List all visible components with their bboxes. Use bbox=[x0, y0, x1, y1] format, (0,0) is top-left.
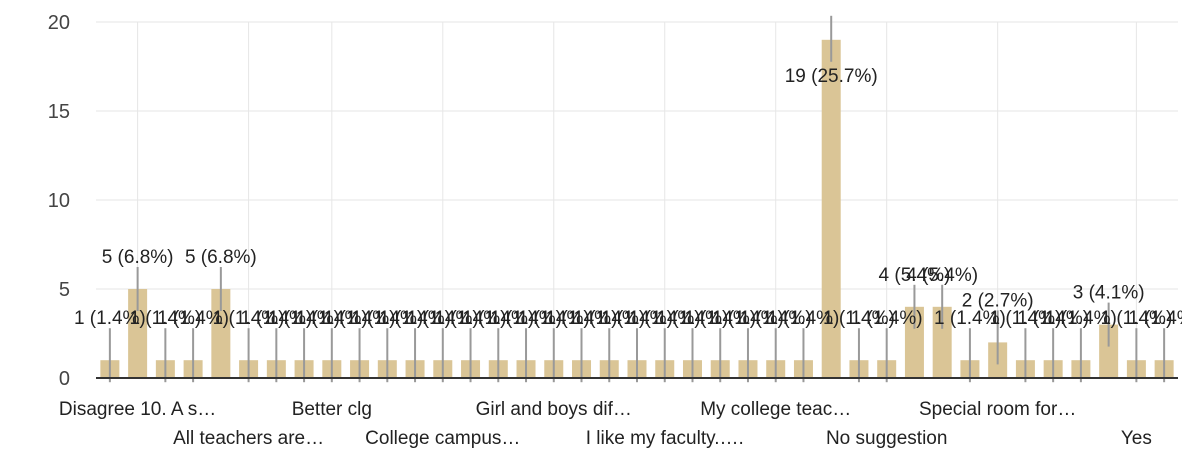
data-label: 1 (1.4%) bbox=[462, 308, 534, 329]
data-label: 1 (1.4%) bbox=[712, 308, 784, 329]
data-label: 1 (1.4%) bbox=[518, 308, 590, 329]
data-label: 1 (1.4%) bbox=[379, 308, 451, 329]
data-label: 1 (1.4%) bbox=[490, 308, 562, 329]
data-label: 1 (1.4%) bbox=[296, 308, 368, 329]
data-label: 1 (1.4%) bbox=[129, 308, 201, 329]
data-label: 1 (1.4%) bbox=[601, 308, 673, 329]
data-label: 1 (1.4%) bbox=[74, 308, 146, 329]
bar bbox=[932, 306, 952, 378]
bar bbox=[904, 306, 924, 378]
data-label: 1 (1.4%) bbox=[657, 308, 729, 329]
data-label: 1 (1.4%) bbox=[990, 308, 1062, 329]
data-label: 5 (6.8%) bbox=[102, 247, 174, 268]
gridlines bbox=[96, 21, 1178, 378]
x-tick-label: All teachers are… bbox=[173, 428, 324, 449]
data-label: 1 (1.4%) bbox=[768, 308, 840, 329]
data-label: 1 (1.4%) bbox=[157, 308, 229, 329]
y-tick-label: 15 bbox=[48, 101, 70, 123]
y-tick-label: 0 bbox=[59, 368, 70, 390]
data-label: 1 (1.4%) bbox=[684, 308, 756, 329]
x-tick-label: I like my faculty.…. bbox=[586, 428, 744, 449]
x-axis-ticks: Disagree 10. A s… All teachers are… Better… bbox=[59, 399, 1152, 449]
data-label: 19 (25.7%) bbox=[785, 66, 878, 87]
data-label: 1 (1.4%) bbox=[740, 308, 812, 329]
y-tick-label: 20 bbox=[48, 12, 70, 34]
data-label: 1 (1.4%) bbox=[351, 308, 423, 329]
data-label: 5 (6.8%) bbox=[185, 247, 257, 268]
data-label-leaders bbox=[108, 15, 1166, 383]
data-label: 1 (1.4%) bbox=[324, 308, 396, 329]
bar bbox=[821, 39, 841, 379]
data-label: 1 (1.4%) bbox=[573, 308, 645, 329]
x-tick-label: Yes bbox=[1121, 428, 1152, 449]
data-label: 1 (1.4%) bbox=[1045, 308, 1117, 329]
x-tick-label: Better clg bbox=[292, 399, 372, 420]
data-label: 4 (5.4%) bbox=[879, 265, 951, 286]
y-tick-label: 10 bbox=[48, 190, 70, 212]
x-tick-label: Girl and boys dif… bbox=[476, 399, 632, 420]
x-tick-label: No suggestion bbox=[826, 428, 947, 449]
data-label: 1 (1.4%) bbox=[934, 308, 1006, 329]
y-axis-ticks: 0 5 10 15 20 bbox=[48, 12, 70, 390]
y-tick-label: 5 bbox=[59, 279, 70, 301]
data-labels: 1 (1.4%)5 (6.8%)1 (1.4%)1 (1.4%)5 (6.8%)… bbox=[74, 66, 1182, 329]
data-label: 1 (1.4%) bbox=[851, 308, 923, 329]
x-tick-label: My college teac… bbox=[700, 399, 851, 420]
bar bbox=[1099, 324, 1119, 378]
data-label: 1 (1.4%) bbox=[1100, 308, 1172, 329]
x-tick-label: Special room for… bbox=[919, 399, 1076, 420]
data-label: 1 (1.4%) bbox=[823, 308, 895, 329]
data-label: 1 (1.4%) bbox=[629, 308, 701, 329]
x-tick-label: Disagree 10. A s… bbox=[59, 399, 216, 420]
x-tick-label: College campus… bbox=[365, 428, 520, 449]
bars bbox=[100, 39, 1174, 379]
data-label: 1 (1.4%) bbox=[435, 308, 507, 329]
data-label: 1 (1.4%) bbox=[1128, 308, 1182, 329]
data-label: 1 (1.4%) bbox=[268, 308, 340, 329]
data-label: 4 (5.4%) bbox=[906, 265, 978, 286]
data-label: 1 (1.4%) bbox=[240, 308, 312, 329]
data-label: 1 (1.4%) bbox=[213, 308, 285, 329]
bar bbox=[211, 289, 231, 378]
data-label: 1 (1.4%) bbox=[1017, 308, 1089, 329]
data-label: 1 (1.4%) bbox=[407, 308, 479, 329]
data-label: 3 (4.1%) bbox=[1073, 283, 1145, 304]
bar bbox=[128, 289, 148, 378]
data-label: 2 (2.7%) bbox=[962, 290, 1034, 311]
data-label: 1 (1.4%) bbox=[546, 308, 618, 329]
